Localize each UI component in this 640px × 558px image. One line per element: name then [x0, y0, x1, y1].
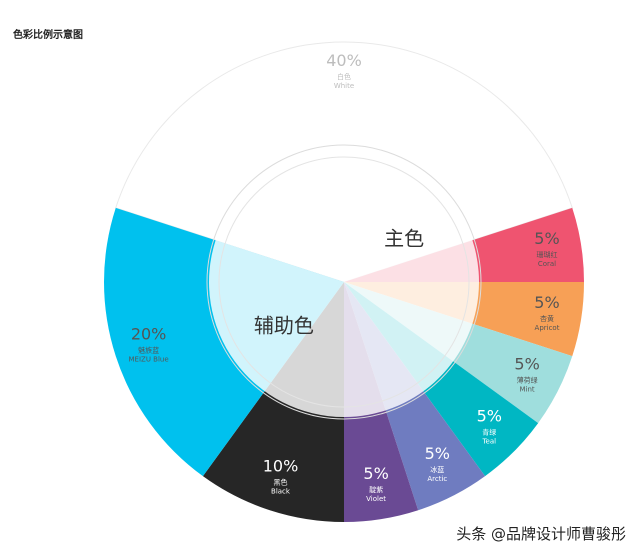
slice-name-cn: 青绿 [482, 427, 496, 436]
slice-name-cn: 白色 [337, 72, 351, 81]
slice-percent: 5% [425, 444, 450, 463]
slice-name-en: Mint [520, 385, 535, 393]
slice-percent: 5% [534, 229, 559, 248]
inner-group-primary [215, 147, 480, 417]
slice-percent: 5% [477, 406, 502, 425]
watermark-text: 头条 @品牌设计师曹骏彤 [456, 525, 626, 543]
inner-group-label-primary: 主色 [384, 226, 424, 250]
watermark: 头条 @品牌设计师曹骏彤 [456, 523, 626, 544]
slice-name-en: Coral [538, 260, 556, 268]
inner-group-label-secondary: 辅助色 [254, 314, 314, 338]
slice-name-en: Violet [366, 495, 386, 503]
page-title: 色彩比例示意图 [13, 30, 83, 41]
slice-name-cn: 冰蓝 [430, 465, 444, 474]
slice-name-en: MEIZU Blue [129, 356, 169, 364]
slice-name-cn: 黑色 [274, 477, 288, 486]
inner-group-secondary [209, 240, 344, 417]
slice-name-en: Apricot [535, 324, 560, 332]
slice-name-en: Teal [481, 437, 496, 445]
slice-name-cn: 魅族蓝 [138, 346, 159, 355]
inner-ring [206, 144, 482, 420]
inner-ring-outline [206, 144, 482, 420]
slice-name-cn: 杏黄 [540, 314, 554, 323]
slice-percent: 5% [363, 464, 388, 483]
slice-percent: 20% [131, 325, 167, 344]
slice-name-en: Black [271, 487, 291, 495]
slice-percent: 5% [514, 354, 539, 373]
slice-percent: 5% [534, 293, 559, 312]
slice-name-cn: 薄荷绿 [517, 375, 538, 384]
slice-name-cn: 靛紫 [369, 485, 383, 494]
slice-name-en: White [334, 82, 354, 90]
slice-name-en: Arctic [427, 475, 447, 483]
slice-percent: 40% [326, 51, 362, 70]
slice-name-cn: 珊瑚红 [537, 250, 558, 259]
slice-percent: 10% [263, 456, 299, 475]
inner-ring-guide [218, 156, 470, 408]
